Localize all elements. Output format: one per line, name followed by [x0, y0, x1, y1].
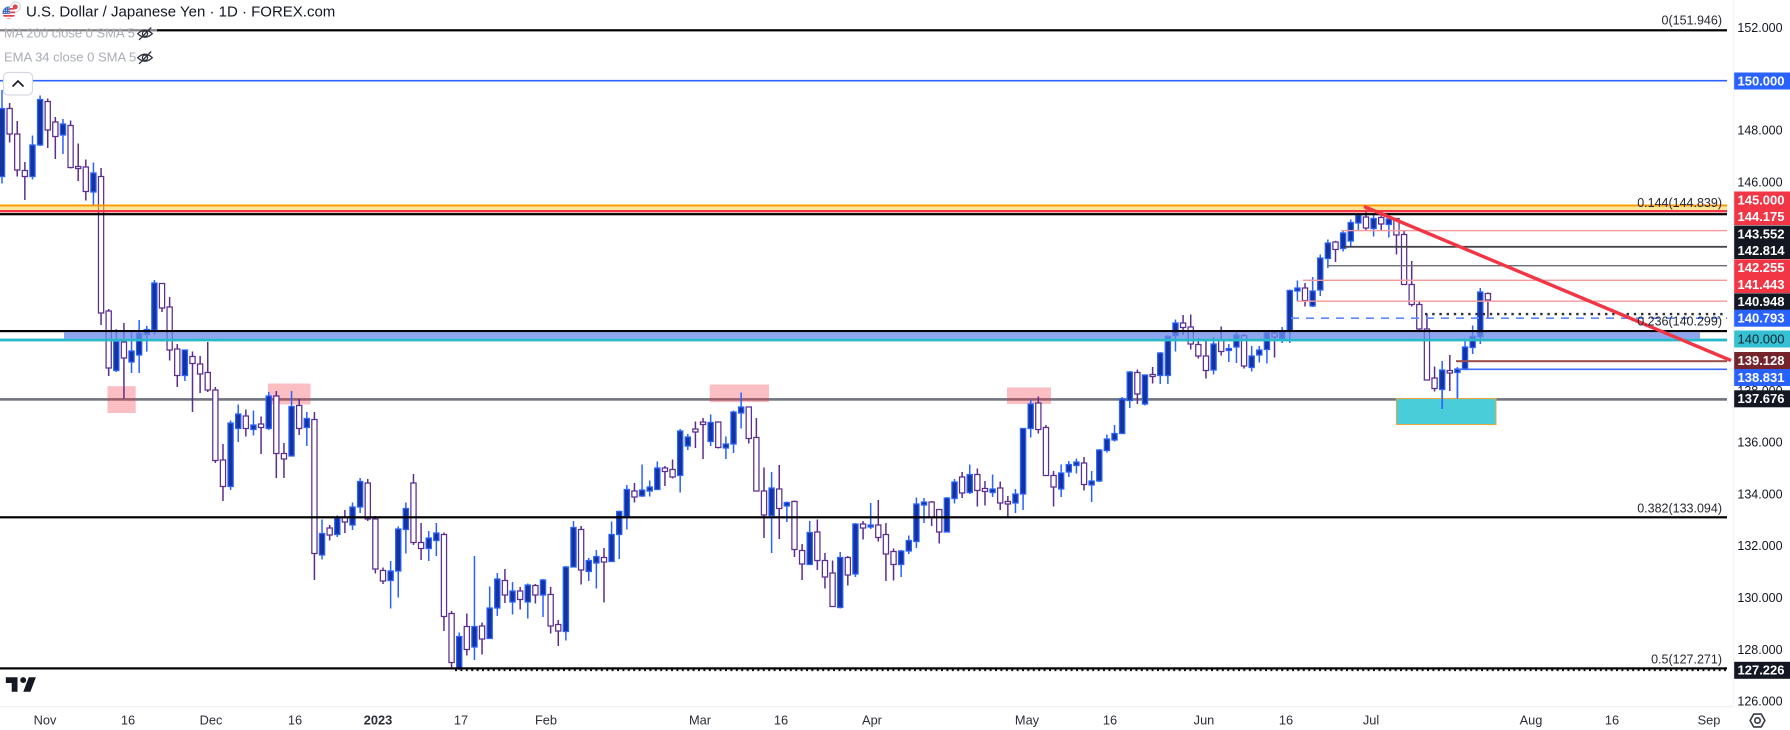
svg-text:Mar: Mar: [689, 712, 712, 727]
svg-text:140.948: 140.948: [1738, 294, 1785, 309]
svg-text:May: May: [1015, 712, 1040, 727]
svg-text:0.5(127.271): 0.5(127.271): [1651, 653, 1722, 667]
svg-text:128.000: 128.000: [1737, 643, 1782, 657]
svg-text:139.128: 139.128: [1738, 353, 1785, 368]
svg-text:0(151.946): 0(151.946): [1662, 14, 1722, 28]
svg-text:16: 16: [1103, 712, 1117, 727]
svg-text:136.000: 136.000: [1737, 436, 1782, 450]
svg-text:16: 16: [288, 712, 302, 727]
svg-text:MA 200 close 0 SMA 5: MA 200 close 0 SMA 5: [4, 26, 135, 41]
svg-text:Nov: Nov: [34, 712, 57, 727]
svg-text:132.000: 132.000: [1737, 539, 1782, 553]
svg-text:134.000: 134.000: [1737, 487, 1782, 501]
svg-text:U.S. Dollar / Japanese Yen · 1: U.S. Dollar / Japanese Yen · 1D · FOREX.…: [26, 4, 335, 21]
svg-text:142.255: 142.255: [1738, 260, 1785, 275]
svg-text:150.000: 150.000: [1738, 73, 1785, 88]
svg-text:146.000: 146.000: [1737, 175, 1782, 189]
svg-text:140.793: 140.793: [1738, 311, 1785, 326]
svg-text:152.000: 152.000: [1737, 21, 1782, 35]
svg-text:0.236(140.299): 0.236(140.299): [1637, 315, 1722, 329]
svg-text:0.382(133.094): 0.382(133.094): [1637, 502, 1722, 516]
svg-text:148.000: 148.000: [1737, 123, 1782, 137]
svg-text:145.000: 145.000: [1738, 192, 1785, 207]
svg-text:127.226: 127.226: [1738, 663, 1785, 678]
svg-text:141.443: 141.443: [1738, 277, 1785, 292]
svg-text:2023: 2023: [364, 712, 392, 727]
svg-text:144.175: 144.175: [1738, 209, 1785, 224]
svg-text:17: 17: [454, 712, 468, 727]
svg-text:140.000: 140.000: [1738, 331, 1785, 346]
svg-text:Apr: Apr: [862, 712, 883, 727]
svg-text:0.144(144.839): 0.144(144.839): [1637, 196, 1722, 210]
svg-text:16: 16: [121, 712, 135, 727]
svg-text:Jun: Jun: [1194, 712, 1215, 727]
svg-text:16: 16: [774, 712, 788, 727]
svg-text:Sep: Sep: [1698, 712, 1721, 727]
svg-text:130.000: 130.000: [1737, 591, 1782, 605]
svg-text:Jul: Jul: [1363, 712, 1379, 727]
svg-text:143.552: 143.552: [1738, 226, 1785, 241]
svg-text:Dec: Dec: [200, 712, 223, 727]
svg-text:138.831: 138.831: [1738, 370, 1785, 385]
svg-text:EMA 34 close 0 SMA 5: EMA 34 close 0 SMA 5: [4, 50, 136, 65]
svg-text:142.814: 142.814: [1738, 243, 1786, 258]
svg-text:Feb: Feb: [535, 712, 557, 727]
svg-text:126.000: 126.000: [1737, 695, 1782, 709]
svg-text:Aug: Aug: [1520, 712, 1543, 727]
svg-text:16: 16: [1279, 712, 1293, 727]
svg-text:16: 16: [1605, 712, 1619, 727]
svg-text:137.676: 137.676: [1738, 391, 1785, 406]
